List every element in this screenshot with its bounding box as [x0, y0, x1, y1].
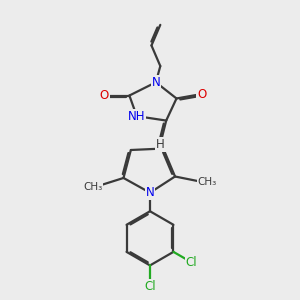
Text: N: N: [152, 76, 160, 89]
Text: NH: NH: [128, 110, 146, 123]
Text: N: N: [146, 186, 154, 199]
Text: Cl: Cl: [185, 256, 197, 269]
Text: O: O: [100, 89, 109, 102]
Text: Cl: Cl: [144, 280, 156, 292]
Text: CH₃: CH₃: [83, 182, 102, 192]
Text: O: O: [197, 88, 206, 100]
Text: CH₃: CH₃: [198, 177, 217, 188]
Text: H: H: [156, 138, 165, 151]
